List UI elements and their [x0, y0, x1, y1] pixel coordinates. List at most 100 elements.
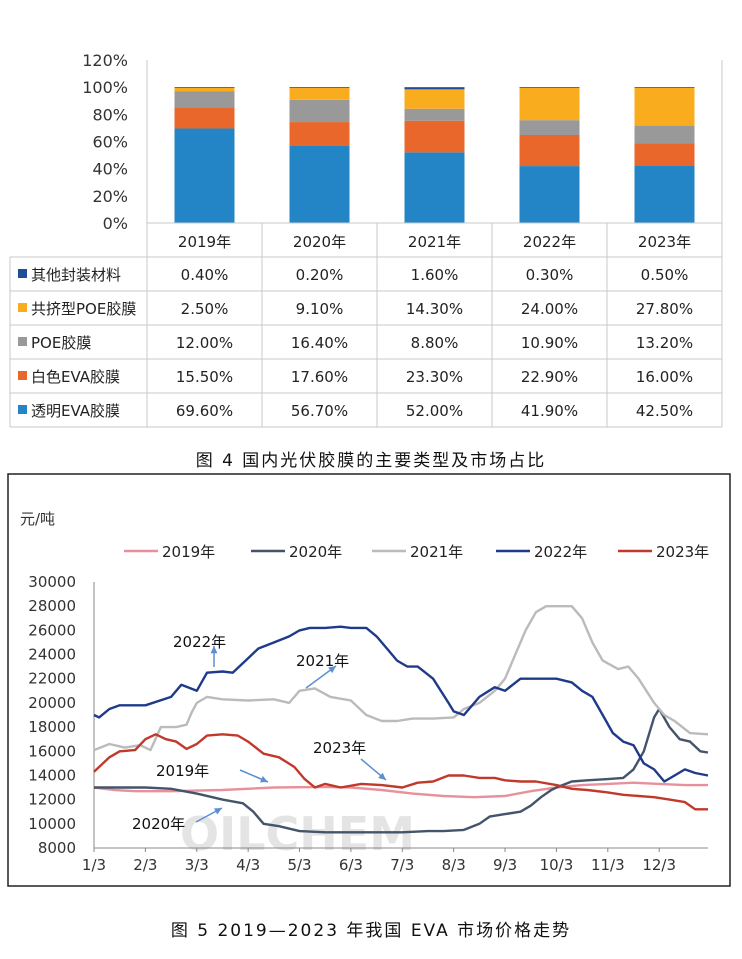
arrow-head: [328, 666, 336, 674]
bar-segment: [289, 87, 350, 88]
x-tick-label: 12/3: [642, 856, 676, 874]
y-tick-label: 30000: [28, 573, 76, 591]
y-tick-label: 10000: [28, 815, 76, 833]
bar-segment: [519, 134, 580, 167]
x-tick-label: 6/3: [339, 856, 363, 874]
stacked-bars: [174, 87, 695, 223]
series-line: [93, 605, 709, 752]
eva-price-chart: 元/吨 OILCHEM 8000 10000 12000 14000 16000 1800…: [7, 473, 731, 887]
legend-label: 2022年: [534, 543, 587, 561]
bar-segment: [174, 87, 235, 92]
series-name: POE胶膜: [31, 334, 91, 352]
series-name: 其他封装材料: [31, 266, 121, 284]
x-tick-label: 5/3: [287, 856, 311, 874]
category-label: 2023年: [638, 233, 691, 251]
x-tick-label: 9/3: [493, 856, 517, 874]
series-name: 共挤型POE胶膜: [31, 300, 136, 318]
y-tick-label: 0%: [103, 214, 128, 233]
data-label: 2.50%: [181, 300, 229, 318]
data-label: 12.00%: [176, 334, 233, 352]
bar-segment: [289, 145, 350, 223]
y-tick-label: 24000: [28, 646, 76, 664]
market-share-chart: 0%20%40%60%80%100%120% 2019年 2020年 2021年 20…: [9, 34, 730, 428]
legend-label: 2019年: [162, 543, 215, 561]
series-name: 白色EVA胶膜: [31, 368, 120, 386]
data-label: 1.60%: [411, 266, 459, 284]
annotation-label: 2023年: [313, 739, 366, 757]
bar-segment: [174, 128, 235, 223]
bar-segment: [404, 89, 465, 109]
data-label: 8.80%: [411, 334, 459, 352]
legend-label: 2023年: [656, 543, 709, 561]
figure-5-caption: 图 5 2019—2023 年我国 EVA 市场价格走势: [170, 921, 572, 941]
bar-segment: [519, 87, 580, 121]
data-label: 41.90%: [521, 402, 578, 420]
bar-segment: [289, 122, 350, 146]
bar-segment: [519, 87, 580, 88]
legend-swatch: [18, 405, 27, 414]
bar-segment: [174, 87, 235, 88]
bar-segment: [634, 87, 695, 88]
bar-segment: [519, 120, 580, 135]
bar-segment: [634, 87, 695, 126]
data-label: 16.40%: [291, 334, 348, 352]
y-tick-label: 60%: [92, 133, 128, 152]
category-label: 2019年: [178, 233, 231, 251]
y-tick-label: 22000: [28, 670, 76, 688]
chart-frame: [10, 34, 730, 428]
arrow-head: [214, 808, 222, 815]
data-label: 0.50%: [641, 266, 689, 284]
legend-swatch: [18, 371, 27, 380]
series-line: [93, 733, 708, 811]
data-label: 17.60%: [291, 368, 348, 386]
data-label: 15.50%: [176, 368, 233, 386]
series-line: [93, 625, 709, 783]
data-label: 56.70%: [291, 402, 348, 420]
y-tick-label: 16000: [28, 742, 76, 760]
price-axes: 8000 10000 12000 14000 16000 18000 20000 22000 2…: [28, 573, 708, 874]
x-tick-label: 10/3: [540, 856, 574, 874]
annotation-label: 2019年: [156, 762, 209, 780]
bar-segment: [634, 125, 695, 144]
y-tick-label: 18000: [28, 718, 76, 736]
category-label: 2021年: [408, 233, 461, 251]
x-tick-label: 7/3: [390, 856, 414, 874]
legend-label: 2021年: [410, 543, 463, 561]
data-label: 9.10%: [296, 300, 344, 318]
arrow-head: [378, 772, 386, 780]
data-label: 14.30%: [406, 300, 463, 318]
annotation-label: 2022年: [173, 633, 226, 651]
bar-segment: [289, 99, 350, 123]
legend: 2019年 2020年 2021年 2022年 2023年: [124, 543, 709, 561]
category-label: 2020年: [293, 233, 346, 251]
y-tick-label: 20000: [28, 694, 76, 712]
data-label: 0.40%: [181, 266, 229, 284]
y-tick-label: 100%: [82, 78, 128, 97]
watermark: OILCHEM: [180, 807, 415, 861]
data-label: 16.00%: [636, 368, 693, 386]
bar-segment: [174, 91, 235, 108]
legend-swatch: [18, 303, 27, 312]
bar-segment: [289, 87, 350, 100]
series-name: 透明EVA胶膜: [31, 402, 120, 420]
data-label: 10.90%: [521, 334, 578, 352]
y-axis: 0% 20% 40% 60% 80% 100% 120%: [10, 34, 730, 428]
y-tick-label: 12000: [28, 791, 76, 809]
bar-segment: [519, 166, 580, 223]
y-axis-unit-label: 元/吨: [20, 510, 55, 528]
y-tick-label: 8000: [38, 839, 76, 857]
data-label: 52.00%: [406, 402, 463, 420]
series-line: [94, 707, 709, 834]
annotation-label: 2021年: [296, 652, 349, 670]
x-tick-label: 4/3: [236, 856, 260, 874]
figure-4-caption: 图 4 国内光伏胶膜的主要类型及市场占比: [195, 451, 547, 471]
bar-segment: [404, 108, 465, 121]
arrow-head: [210, 646, 218, 654]
legend-swatch: [18, 337, 27, 346]
annotation-label: 2020年: [132, 815, 185, 833]
data-label: 42.50%: [636, 402, 693, 420]
y-tick-label: 28000: [28, 597, 76, 615]
data-label: 69.60%: [176, 402, 233, 420]
bar-segment: [174, 107, 235, 129]
